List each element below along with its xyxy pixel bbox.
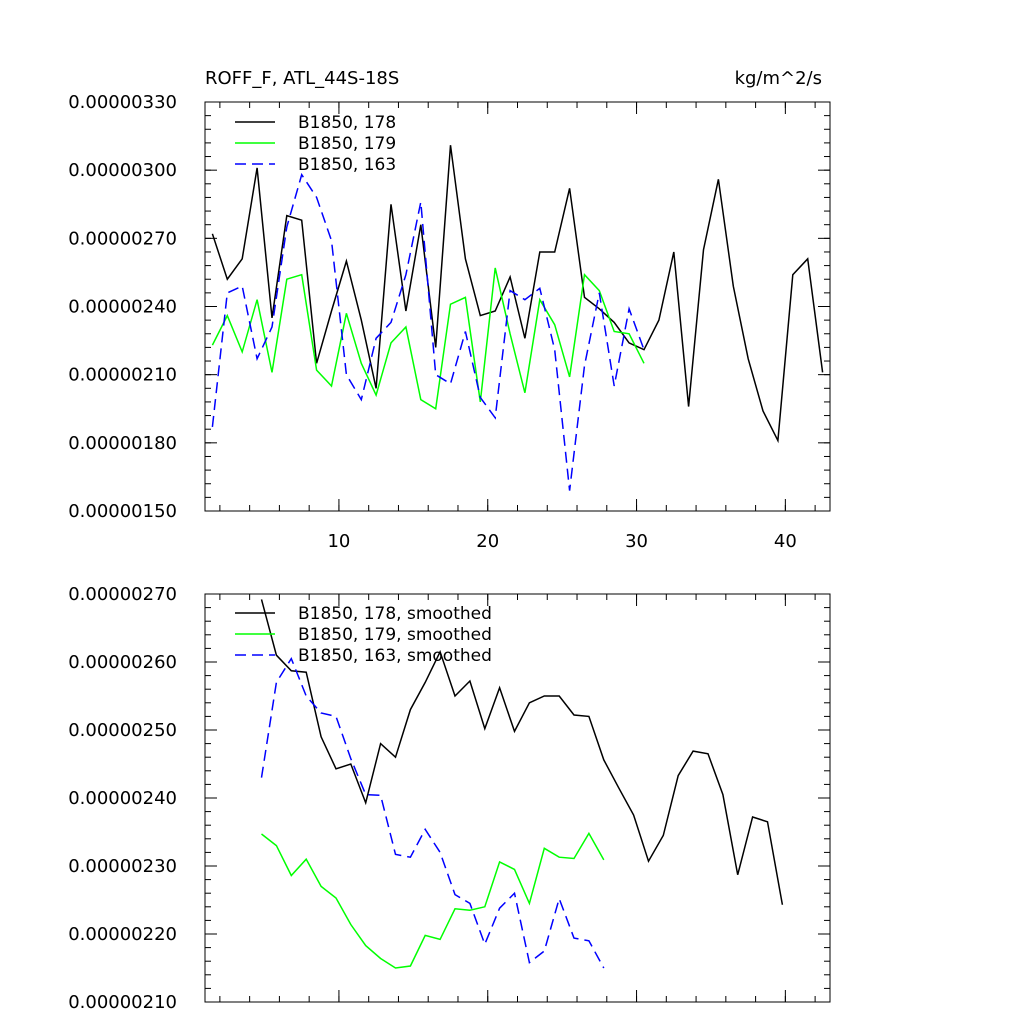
y-tick-label: 0.00000260: [68, 652, 177, 673]
legend-label-1: B1850, 178: [298, 113, 396, 133]
y-tick-label: 0.00000210: [68, 365, 177, 386]
top-panel: 0.00000330 0.00000300 0.00000270 0.00000240…: [68, 68, 831, 552]
legend-label-2: B1850, 179: [298, 134, 396, 154]
y-tick-label: 0.00000230: [68, 856, 177, 877]
y-tick-label: 0.00000150: [68, 501, 177, 522]
legend-label-3: B1850, 163, smoothed: [298, 646, 492, 666]
y-tick-label: 0.00000270: [68, 584, 177, 605]
units-label: kg/m^2/s: [735, 68, 822, 89]
series-line-2: [261, 831, 605, 969]
x-tick-label: 30: [625, 531, 648, 552]
y-tick-label: 0.00000240: [68, 297, 177, 318]
x-tick-label: 40: [774, 531, 797, 552]
legend-label-3: B1850, 163: [298, 155, 396, 175]
x-tick-label: 20: [476, 531, 499, 552]
bottom-panel: 0.00000270 0.00000260 0.00000250 0.00000240…: [68, 584, 831, 1013]
x-tick-label: 10: [327, 531, 350, 552]
y-tick-label: 0.00000270: [68, 228, 177, 249]
y-tick-label: 0.00000220: [68, 924, 177, 945]
legend-label-2: B1850, 179, smoothed: [298, 625, 492, 645]
chart-title: ROFF_F, ATL_44S-18S: [205, 68, 399, 89]
legend-label-1: B1850, 178, smoothed: [298, 604, 492, 624]
y-tick-label: 0.00000300: [68, 160, 177, 181]
y-tick-label: 0.00000210: [68, 992, 177, 1013]
y-tick-label: 0.00000180: [68, 433, 177, 454]
series-line-2: [211, 267, 645, 411]
y-tick-label: 0.00000240: [68, 788, 177, 809]
y-tick-label: 0.00000250: [68, 720, 177, 741]
series-line-3: [260, 656, 605, 969]
series-line-3: [211, 172, 645, 491]
y-tick-label: 0.00000330: [68, 92, 177, 113]
series-line-1: [211, 145, 824, 444]
series-line-1: [260, 599, 784, 905]
